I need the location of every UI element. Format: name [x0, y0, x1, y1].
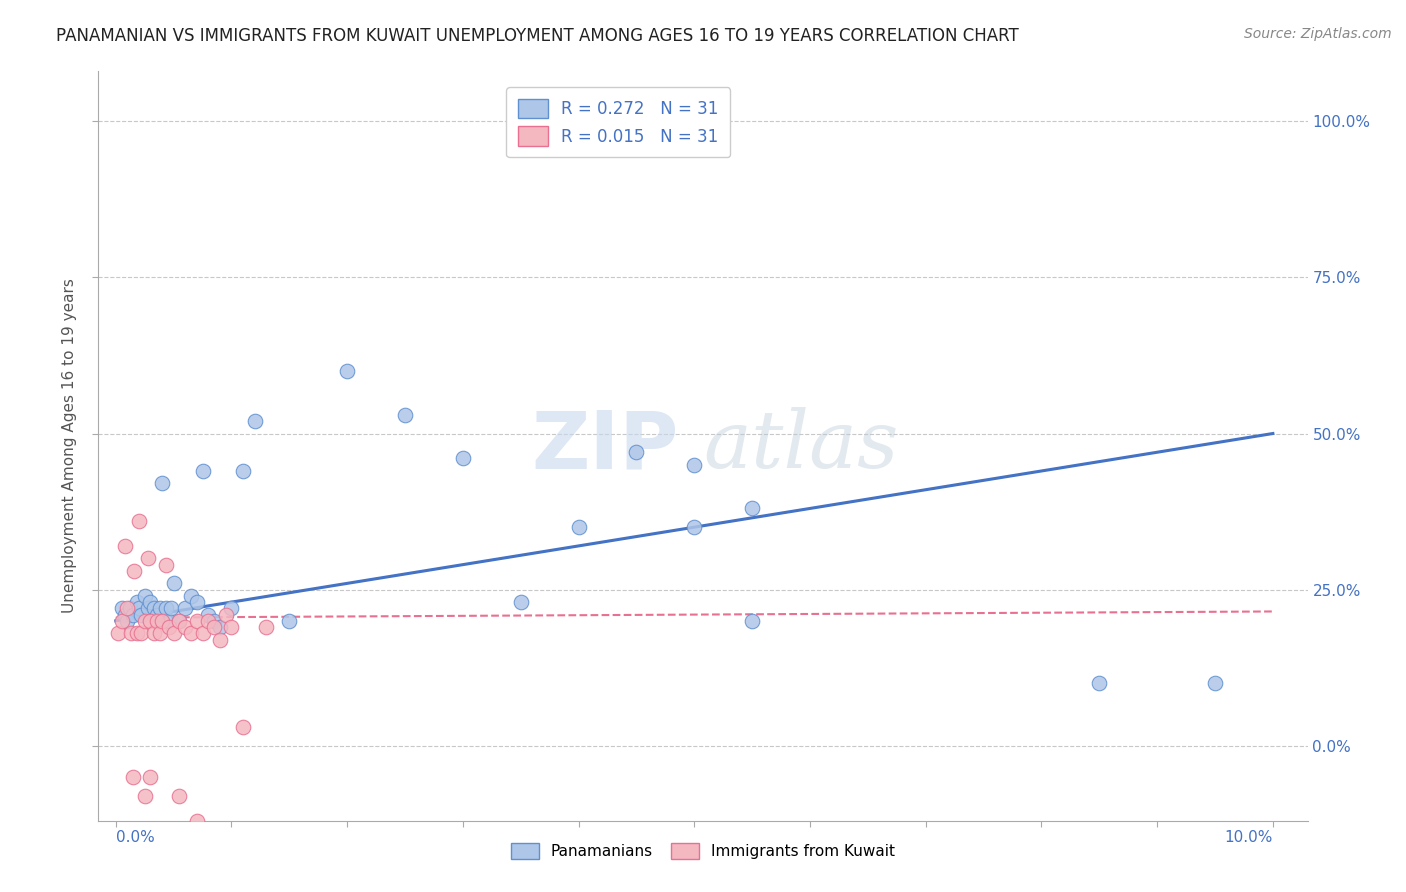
Point — [124, 564, 146, 578]
Point — [134, 614, 156, 628]
Point — [149, 626, 172, 640]
Point — [122, 770, 145, 784]
Point — [254, 620, 277, 634]
Point — [114, 607, 136, 622]
Point — [129, 607, 152, 622]
Point — [394, 408, 416, 422]
Point — [136, 601, 159, 615]
Point — [129, 626, 152, 640]
Point — [118, 601, 141, 615]
Point — [208, 632, 231, 647]
Point — [157, 614, 180, 628]
Point — [107, 626, 129, 640]
Text: Source: ZipAtlas.com: Source: ZipAtlas.com — [1244, 27, 1392, 41]
Point — [139, 595, 162, 609]
Point — [134, 589, 156, 603]
Point — [146, 614, 169, 628]
Point — [134, 789, 156, 803]
Point — [741, 614, 763, 628]
Point — [143, 601, 166, 615]
Point — [186, 814, 208, 828]
Point — [149, 601, 172, 615]
Point — [186, 614, 208, 628]
Point — [162, 626, 184, 640]
Point — [180, 589, 202, 603]
Point — [180, 626, 202, 640]
Point — [1204, 676, 1226, 690]
Point — [128, 514, 150, 528]
Point — [114, 539, 136, 553]
Legend: Panamanians, Immigrants from Kuwait: Panamanians, Immigrants from Kuwait — [505, 838, 901, 865]
Point — [162, 576, 184, 591]
Point — [160, 601, 183, 615]
Point — [683, 520, 706, 534]
Point — [155, 558, 177, 572]
Point — [197, 614, 219, 628]
Point — [128, 601, 150, 615]
Point — [169, 789, 191, 803]
Point — [186, 595, 208, 609]
Point — [202, 620, 225, 634]
Point — [243, 414, 266, 428]
Point — [1088, 676, 1111, 690]
Point — [232, 464, 254, 478]
Y-axis label: Unemployment Among Ages 16 to 19 years: Unemployment Among Ages 16 to 19 years — [62, 278, 77, 614]
Point — [174, 601, 197, 615]
Point — [139, 614, 162, 628]
Point — [191, 464, 214, 478]
Point — [110, 614, 132, 628]
Point — [143, 626, 166, 640]
Point — [626, 445, 648, 459]
Point — [509, 595, 531, 609]
Point — [125, 626, 148, 640]
Point — [202, 614, 225, 628]
Point — [117, 601, 139, 615]
Point — [215, 607, 238, 622]
Point — [125, 595, 148, 609]
Point — [122, 607, 145, 622]
Point — [208, 620, 231, 634]
Point — [136, 551, 159, 566]
Point — [568, 520, 591, 534]
Point — [150, 476, 173, 491]
Text: PANAMANIAN VS IMMIGRANTS FROM KUWAIT UNEMPLOYMENT AMONG AGES 16 TO 19 YEARS CORR: PANAMANIAN VS IMMIGRANTS FROM KUWAIT UNE… — [56, 27, 1019, 45]
Text: 10.0%: 10.0% — [1225, 830, 1272, 845]
Point — [221, 601, 243, 615]
Text: ZIP: ZIP — [531, 407, 679, 485]
Point — [117, 614, 139, 628]
Point — [169, 614, 191, 628]
Point — [451, 451, 474, 466]
Point — [139, 770, 162, 784]
Point — [221, 620, 243, 634]
Point — [169, 614, 191, 628]
Point — [197, 607, 219, 622]
Point — [174, 620, 197, 634]
Point — [157, 620, 180, 634]
Point — [155, 601, 177, 615]
Point — [110, 601, 132, 615]
Point — [191, 626, 214, 640]
Text: 0.0%: 0.0% — [115, 830, 155, 845]
Point — [120, 626, 142, 640]
Point — [741, 501, 763, 516]
Point — [683, 458, 706, 472]
Text: atlas: atlas — [703, 408, 898, 484]
Point — [278, 614, 301, 628]
Point — [232, 720, 254, 734]
Point — [150, 614, 173, 628]
Point — [146, 607, 169, 622]
Point — [336, 364, 359, 378]
